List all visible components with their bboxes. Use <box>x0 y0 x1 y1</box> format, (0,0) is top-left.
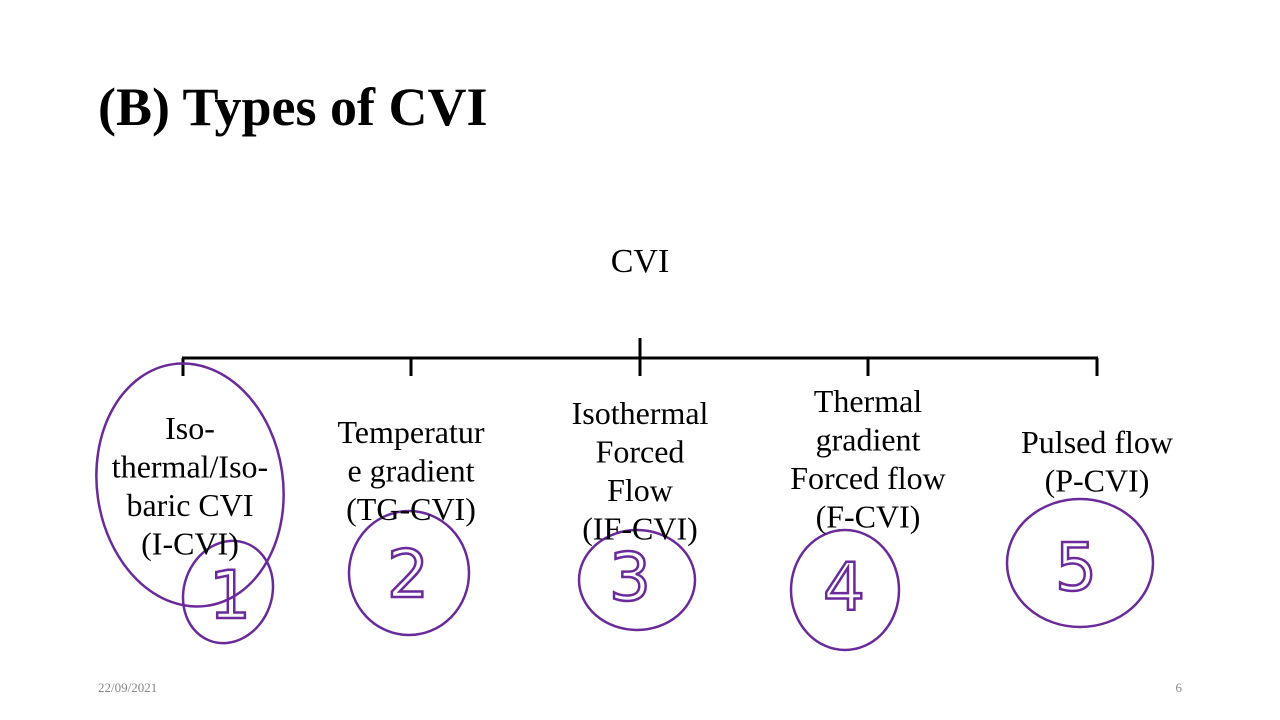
node-label-line: Forced <box>596 434 685 470</box>
ink-number: 5 <box>1055 529 1097 606</box>
node-label-line: (P-CVI) <box>1045 463 1150 499</box>
ink-circle <box>181 539 275 645</box>
ink-circle <box>95 362 285 608</box>
footer-date: 22/09/2021 <box>98 680 157 695</box>
node-label-line: Forced flow <box>790 460 946 496</box>
node-label-line: e gradient <box>347 453 474 489</box>
slide-title: (B) Types of CVI <box>98 77 488 137</box>
ink-circle <box>789 528 901 652</box>
tree-connectors <box>181 338 1099 376</box>
node-label-line: Temperatur <box>337 414 484 450</box>
node-label-line: Pulsed flow <box>1021 424 1173 460</box>
ink-circle <box>1005 497 1155 629</box>
page-number: 6 <box>1176 680 1183 695</box>
node-label-line: baric CVI <box>126 487 253 523</box>
node-label-line: thermal/Iso- <box>112 449 268 485</box>
ink-number: 3 <box>609 539 651 616</box>
node-label-line: Flow <box>607 472 673 508</box>
ink-circle <box>577 528 697 632</box>
node-label-line: (F-CVI) <box>816 499 921 535</box>
ink-circle <box>347 509 471 637</box>
node-label-line: gradient <box>816 422 921 458</box>
root-node: CVI <box>611 243 670 280</box>
node-label-line: (IF-CVI) <box>582 511 698 547</box>
node-label-line: (I-CVI) <box>141 526 239 562</box>
ink-number: 1 <box>209 557 251 634</box>
node-label-line: Isothermal <box>572 395 709 431</box>
ink-annotations <box>95 362 1155 652</box>
node-label-line: Iso- <box>165 410 215 446</box>
ink-number: 4 <box>823 549 865 626</box>
node-label-line: Thermal <box>814 383 923 419</box>
ink-number: 2 <box>387 536 429 613</box>
node-label-line: (TG-CVI) <box>346 491 476 527</box>
